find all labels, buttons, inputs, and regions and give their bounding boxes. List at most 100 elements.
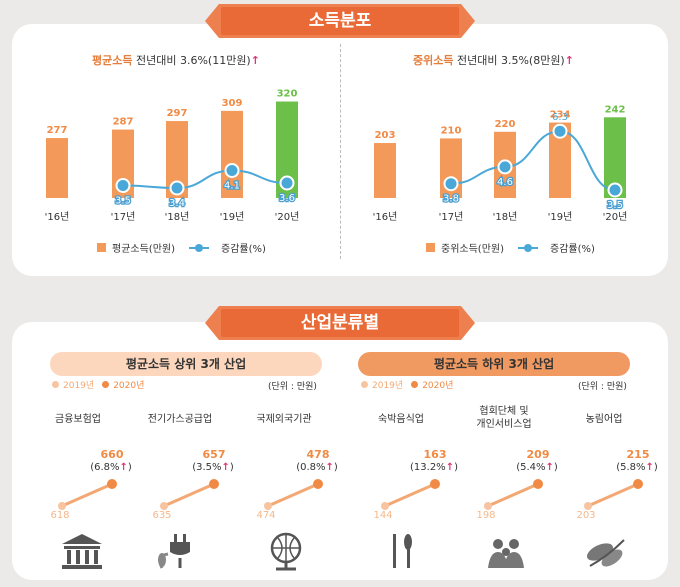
line-value-label: 6.3 <box>552 112 568 123</box>
bar-value-label: 242 <box>605 104 626 115</box>
value-2019: 203 <box>576 510 596 521</box>
line-value-label: 3.5 <box>115 196 131 207</box>
up-arrow-icon: ↑ <box>250 54 260 67</box>
point-2019 <box>484 502 492 510</box>
median-income-chart: 203 '16년 210 '17년 220 '18년 234 '19년 242 '20년 3.8 4.… <box>373 104 628 223</box>
people-icon <box>488 539 524 568</box>
legend-2020: 2020년 <box>422 381 454 391</box>
dot-2019-icon <box>52 381 59 388</box>
value-2020: 163 <box>423 448 447 461</box>
value-2019: 144 <box>373 510 393 521</box>
point-2020 <box>533 479 543 489</box>
bar-value-label: 210 <box>441 125 462 136</box>
change-connector <box>584 479 643 510</box>
bar-value-label: 297 <box>167 108 188 119</box>
percent-value: (0.8% <box>296 462 326 473</box>
change-connector <box>264 479 323 510</box>
dot-2020-icon <box>411 381 419 388</box>
x-tick-label: '18년 <box>165 211 190 223</box>
series-line <box>122 169 288 190</box>
series-line <box>450 130 616 191</box>
value-2019: 635 <box>152 510 172 521</box>
industry-name: 금융보험업 <box>55 414 101 425</box>
point-2019 <box>264 502 272 510</box>
up-arrow-icon: ↑ <box>545 462 554 473</box>
connector-line <box>267 482 319 508</box>
percent-change: (13.2%↑) <box>399 462 469 473</box>
bar-value-label: 203 <box>375 130 396 141</box>
x-tick-label: '16년 <box>373 211 398 223</box>
change-connector <box>58 479 117 510</box>
legend-line-label: 증감률(%) <box>550 244 595 255</box>
point-2020 <box>313 479 323 489</box>
x-tick-label: '16년 <box>45 211 70 223</box>
line-value-label: 3.5 <box>607 200 623 211</box>
industry-name: 농림어업 <box>585 414 623 425</box>
percent-value: (6.8% <box>90 462 120 473</box>
line-point <box>279 175 295 191</box>
bar <box>276 101 298 198</box>
percent-change: (0.8%↑) <box>282 462 352 473</box>
percent-value: (5.8% <box>616 462 646 473</box>
value-2020: 215 <box>626 448 650 461</box>
value-2020: 209 <box>526 448 550 461</box>
point-2019 <box>381 502 389 510</box>
section-title: 산업분류별 <box>221 309 459 337</box>
legend-line-label: 증감률(%) <box>221 244 266 255</box>
bottom-industries-title: 평균소득 하위 3개 산업 <box>358 352 630 376</box>
year-legend-top: 2019년 2020년 <box>52 378 144 391</box>
connector-line <box>163 482 215 508</box>
line-swatch-icon <box>518 243 539 252</box>
legend-bar-label: 중위소득(만원) <box>441 244 505 255</box>
line-value-label: 3.8 <box>443 194 459 205</box>
up-arrow-icon: ↑ <box>645 462 654 473</box>
average-income-chart: 277 '16년 287 '17년 297 '18년 309 '19년 320 '20년 3.5 3.… <box>45 89 300 224</box>
percent-change: (5.8%↑) <box>602 462 672 473</box>
point-2019 <box>58 502 66 510</box>
bank-icon <box>62 534 102 569</box>
legend-bar-label: 평균소득(만원) <box>112 244 176 255</box>
close-paren: ) <box>333 462 338 473</box>
industry-name: 국제외국기관 <box>256 414 312 425</box>
bar-value-label: 234 <box>550 110 571 121</box>
up-arrow-icon: ↑ <box>325 462 334 473</box>
crops-icon <box>586 539 625 567</box>
close-paren: ) <box>229 462 234 473</box>
bar <box>46 138 68 198</box>
year-legend-bottom: 2019년 2020년 <box>361 378 453 391</box>
line-point <box>224 163 240 178</box>
x-tick-label: '19년 <box>220 211 245 223</box>
change-connector <box>160 479 219 510</box>
percent-value: (13.2% <box>410 462 446 473</box>
section-ribbon-income: 소득분포 <box>205 4 475 38</box>
bar-value-label: 277 <box>47 125 68 136</box>
value-2019: 198 <box>476 510 496 521</box>
percent-value: (5.4% <box>516 462 546 473</box>
connector-line <box>487 482 539 508</box>
line-point <box>552 123 568 139</box>
dot-2019-icon <box>361 381 368 388</box>
section-ribbon-industry: 산업분류별 <box>205 306 475 340</box>
value-2019: 474 <box>256 510 276 521</box>
percent-change: (6.8%↑) <box>76 462 146 473</box>
line-point <box>607 182 623 198</box>
point-2020 <box>430 479 440 489</box>
close-paren: ) <box>454 462 458 473</box>
line-value-label: 3.6 <box>279 193 295 204</box>
bar-swatch-icon <box>426 243 435 252</box>
bar-swatch-icon <box>97 243 106 252</box>
unit-label: (단위 : 만원) <box>268 382 317 392</box>
divider <box>340 44 341 259</box>
point-2020 <box>107 479 117 489</box>
up-arrow-icon: ↑ <box>564 54 574 67</box>
unit-label: (단위 : 만원) <box>578 382 627 392</box>
line-swatch-icon <box>189 243 210 252</box>
line-point <box>497 159 513 175</box>
x-tick-label: '20년 <box>603 211 628 223</box>
change-connector <box>484 479 543 510</box>
connector-line <box>384 482 436 508</box>
value-2020: 660 <box>100 448 124 461</box>
line-value-label: 3.4 <box>169 198 185 209</box>
close-paren: ) <box>127 462 132 473</box>
line-value-label: 4.6 <box>497 177 513 188</box>
